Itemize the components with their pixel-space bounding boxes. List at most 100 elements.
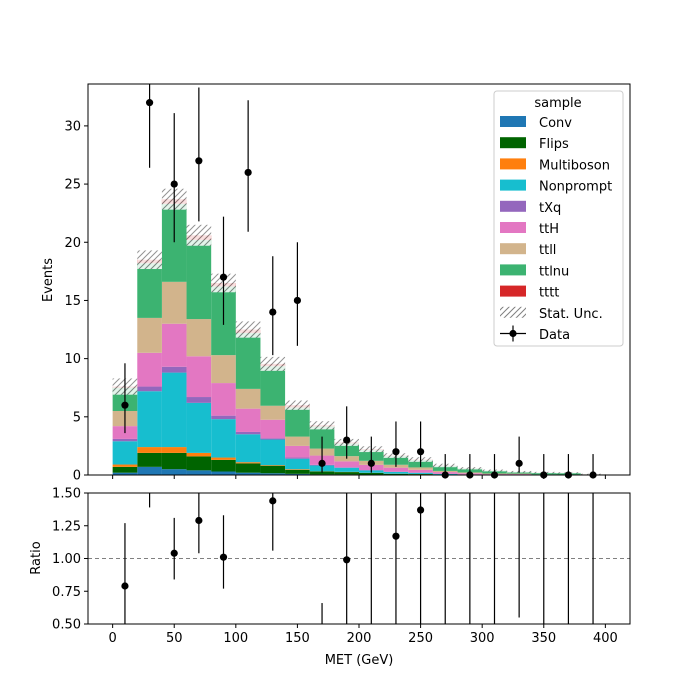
bar-nonprompt	[161, 372, 187, 448]
bar-conv	[137, 466, 162, 475]
data-point	[170, 180, 178, 188]
bar-multiboson	[137, 447, 162, 453]
legend-label-multiboson: Multiboson	[539, 158, 610, 173]
ratio-panel: 0.500.751.001.251.500 50 100 150 200 250 300 35…	[29, 372, 631, 668]
legend-label-data: Data	[539, 328, 570, 343]
legend-label-conv: Conv	[539, 116, 572, 131]
data-point	[121, 401, 129, 409]
ratio-ytick-label: 1.00	[52, 552, 81, 567]
ratio-point	[146, 475, 153, 482]
ratio-point	[170, 549, 178, 557]
bar-multiboson	[211, 457, 236, 460]
bar-nonprompt	[408, 472, 433, 474]
bar-ttll	[161, 281, 187, 324]
data-point	[318, 459, 326, 467]
ratio-xtick-label: 150	[285, 631, 310, 646]
legend: sample Conv Flips Multiboson Nonprompt tXq tt…	[493, 90, 624, 347]
legend-label-ttll: ttll	[539, 243, 556, 258]
main-ytick-label: 0	[73, 469, 81, 484]
ratio-point	[343, 556, 351, 564]
bar-nonprompt	[285, 458, 310, 470]
ratio-axes-frame	[87, 492, 631, 625]
data-points	[121, 84, 597, 479]
bar-flips	[161, 452, 187, 470]
ratio-xtick-label: 350	[531, 631, 556, 646]
main-ticks: 0 5 10 15 20 25 30	[64, 119, 606, 484]
data-point	[244, 168, 252, 177]
bar-multiboson	[186, 452, 212, 457]
bar-ttll	[235, 388, 261, 409]
ratio-xtick-label: 100	[223, 631, 248, 646]
legend-swatch-ttlnu	[500, 264, 526, 276]
bar-conv	[112, 472, 138, 475]
bar-ttlnu	[186, 239, 212, 320]
ratio-xtick-label: 250	[408, 631, 433, 646]
main-panel: 0 5 10 15 20 25 30 Events	[41, 83, 631, 484]
ratio-point	[219, 553, 228, 561]
bar-multiboson	[112, 464, 138, 467]
bar-flips	[285, 469, 310, 474]
bar-multiboson	[161, 447, 187, 453]
bar-ttlnu	[506, 471, 532, 474]
bar-tth	[235, 408, 261, 432]
bar-ttll	[334, 456, 359, 462]
bar-flips	[383, 473, 409, 475]
legend-label-stat-unc: Stat. Unc.	[539, 307, 603, 322]
bar-ttll	[285, 436, 310, 446]
ratio-xtick-label: 50	[166, 631, 183, 646]
ratio-point	[392, 532, 400, 540]
legend-swatch-flips	[500, 137, 526, 149]
bar-txq	[161, 366, 187, 373]
bar-conv	[285, 473, 310, 475]
bar-nonprompt	[260, 439, 286, 466]
ratio-xtick-label: 400	[593, 631, 618, 646]
ratio-point	[294, 372, 301, 379]
ratio-ticks: 0.50 0.75 1.00 1.25 1.50 0 50 100 150 200 250 300 35…	[52, 487, 618, 647]
bar-flips	[112, 466, 138, 473]
main-ytick-label: 10	[64, 352, 81, 367]
legend-data-marker	[509, 329, 517, 338]
data-point	[145, 99, 154, 107]
bar-tth	[211, 383, 236, 416]
bar-tth	[137, 352, 162, 387]
bar-nonprompt	[383, 471, 409, 474]
bar-nonprompt	[137, 391, 162, 448]
bar-tth	[408, 469, 433, 473]
bar-txq	[211, 415, 236, 420]
bar-nonprompt	[211, 419, 236, 458]
bar-conv	[186, 470, 212, 475]
legend-swatch-stat-unc	[500, 306, 526, 318]
data-point	[515, 459, 523, 467]
bar-conv	[260, 473, 286, 475]
bar-ttlnu	[235, 333, 261, 389]
bar-conv	[161, 469, 187, 475]
bar-flips	[235, 463, 261, 473]
ratio-xlabel: MET (GeV)	[325, 653, 394, 668]
ratio-point	[121, 582, 129, 590]
legend-frame	[493, 90, 624, 347]
bar-txq	[334, 467, 359, 468]
bar-ttll	[211, 355, 236, 384]
stat-unc-bin	[285, 400, 310, 410]
stat-unc-bin	[235, 321, 261, 338]
legend-swatch-conv	[500, 116, 526, 127]
bar-tth	[285, 445, 310, 458]
bar-txq	[186, 397, 212, 403]
bar-ttlnu	[137, 263, 162, 318]
bar-ttll	[137, 317, 162, 353]
ratio-ytick-label: 0.50	[52, 618, 81, 633]
legend-swatch-tth	[500, 222, 526, 233]
bar-tth	[161, 323, 187, 367]
ratio-xtick-label: 300	[470, 631, 495, 646]
main-ytick-label: 15	[64, 294, 81, 309]
bar-flips	[359, 472, 384, 475]
bar-tth	[186, 356, 212, 398]
legend-label-txq: tXq	[539, 201, 561, 216]
ratio-ylabel: Ratio	[29, 541, 44, 574]
stat-unc-bin	[186, 224, 212, 246]
bar-txq	[260, 438, 286, 440]
bar-tth	[506, 474, 532, 475]
bar-ttll	[408, 467, 433, 470]
bar-ttlnu	[260, 366, 286, 406]
